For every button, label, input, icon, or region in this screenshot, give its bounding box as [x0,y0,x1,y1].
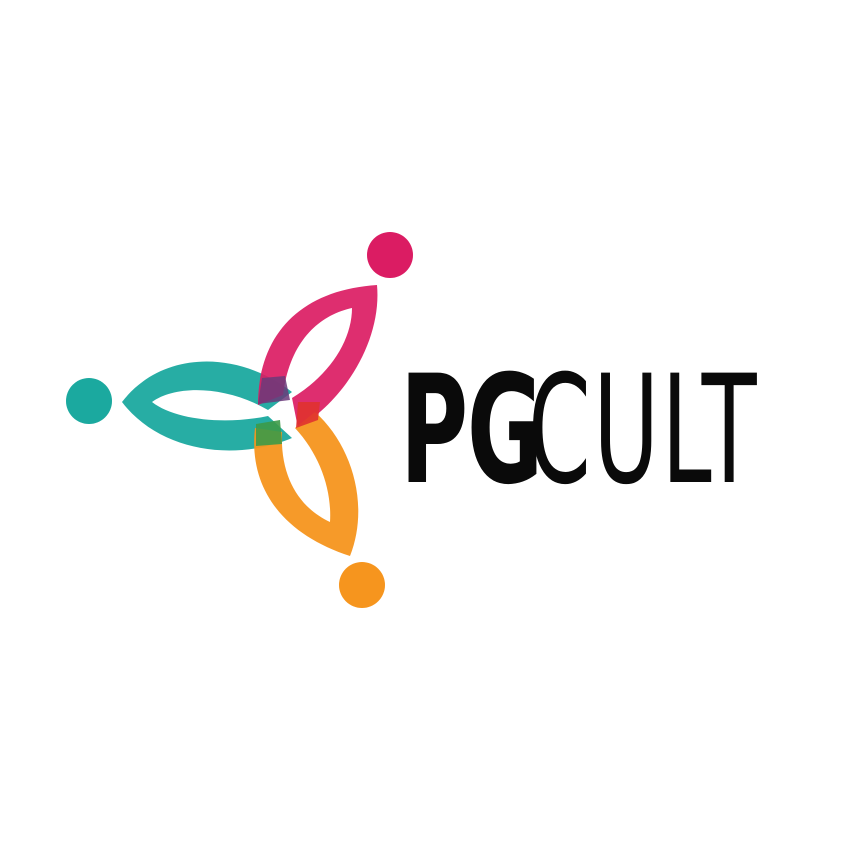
magenta-petal [258,285,378,428]
teal-head-icon [66,378,112,424]
overlap-purple [258,376,290,404]
overlap-red [296,402,320,428]
orange-petal [254,412,359,556]
overlap-green [256,420,282,446]
teal-petal [122,361,292,451]
brand-wordmark: PG CULT [400,356,764,506]
brand-light-text: CULT [528,344,760,518]
magenta-head-icon [367,232,413,278]
brand-bold-text: PG [400,344,543,518]
orange-head-icon [339,562,385,608]
